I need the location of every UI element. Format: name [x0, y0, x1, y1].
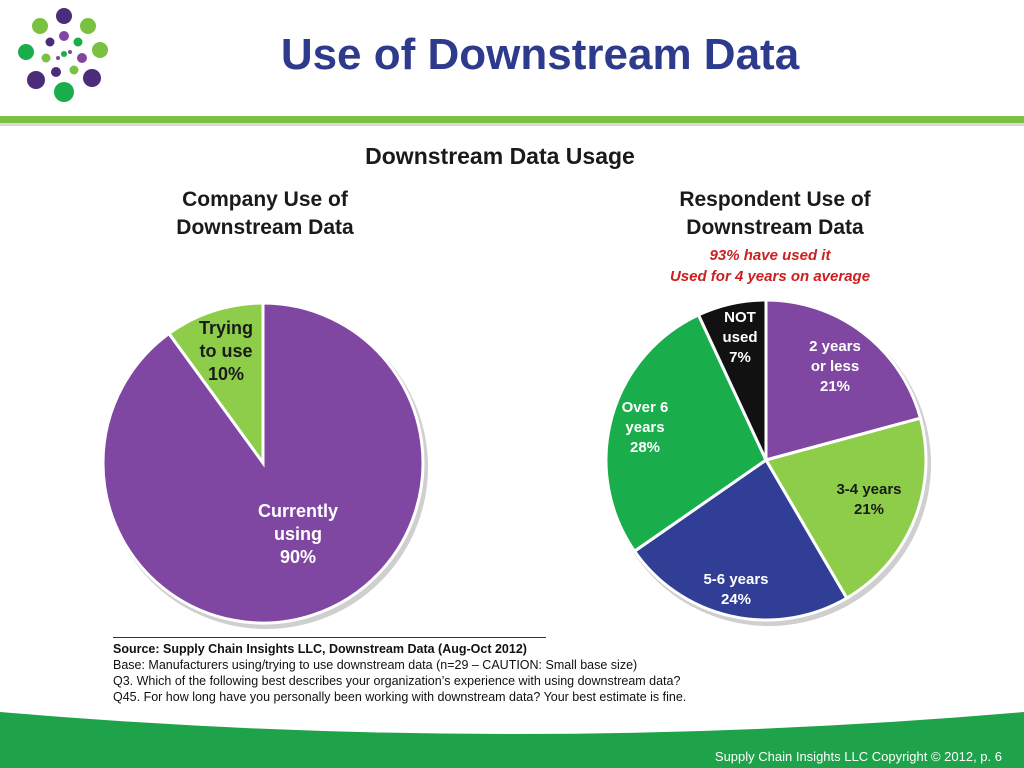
chart-title: Downstream Data Usage [365, 143, 635, 169]
right-chart-title: Respondent Use of Downstream Data [640, 186, 910, 242]
source-notes: Source: Supply Chain Insights LLC, Downs… [113, 641, 813, 705]
pie-slice [632, 457, 849, 622]
base-line: Base: Manufacturers using/trying to use … [113, 658, 638, 672]
pie-slice-label: using [274, 524, 322, 544]
pie-slice-value-label: 24% [721, 591, 751, 608]
pie-slice-label: used [722, 329, 757, 346]
pie-slice-label: Currently [258, 501, 338, 521]
pie-slice [604, 312, 768, 554]
source-divider [113, 637, 546, 638]
pie-slice-value-label: 10% [208, 364, 244, 384]
pie-slice-value-label: 7% [729, 349, 751, 366]
supply-chain-insights-logo [18, 8, 108, 102]
title-divider-grey [0, 123, 1024, 126]
pie-slice [696, 298, 768, 461]
right-chart-note-line1: 93% have used it [709, 247, 831, 264]
company-use-pie-chart: Trying to use 10% Currently using 90% [101, 301, 428, 629]
footer-copyright: Supply Chain Insights LLC Copyright © 20… [714, 749, 1002, 764]
pie-slice-label: Trying [199, 318, 253, 338]
right-chart-title-line2: Downstream Data [686, 216, 864, 239]
footer-band [0, 712, 1024, 768]
pie-slice-label: 3-4 years [836, 481, 901, 498]
pie-slice-value-label: 28% [630, 439, 660, 456]
left-chart-title-line2: Downstream Data [176, 216, 354, 239]
left-chart-title: Company Use of Downstream Data [140, 186, 390, 242]
source-line: Source: Supply Chain Insights LLC, Downs… [113, 642, 527, 656]
pie-slice-value-label: 21% [854, 501, 884, 518]
pie-slice [166, 301, 265, 468]
pie-slice [764, 298, 923, 462]
pie-slice-label: NOT [724, 309, 756, 326]
pie-slice-label: or less [811, 358, 859, 375]
page-title: Use of Downstream Data [280, 30, 800, 79]
pie-slice-value-label: 21% [820, 378, 850, 395]
question-q45: Q45. For how long have you personally be… [113, 690, 687, 704]
pie-slice-label: years [625, 419, 664, 436]
pie-slice-label: Over 6 [622, 399, 669, 416]
title-divider-green [0, 116, 1024, 123]
right-chart-note-line2: Used for 4 years on average [669, 268, 871, 285]
pie-slice-label: 2 years [809, 338, 861, 355]
respondent-use-pie-chart: 2 years or less 21% 3-4 years 21% 5-6 years 24… [604, 298, 931, 626]
pie-slice-label: 5-6 years [703, 571, 768, 588]
right-chart-note: 93% have used it Used for 4 years on ave… [620, 245, 920, 287]
right-chart-title-line1: Respondent Use of [679, 188, 871, 211]
left-chart-title-line1: Company Use of [182, 188, 348, 211]
pie-slice [101, 301, 425, 625]
pie-slice-value-label: 90% [280, 547, 316, 567]
question-q3: Q3. Which of the following best describe… [113, 674, 681, 688]
pie-slice-label: to use [199, 341, 252, 361]
pie-slice [763, 416, 928, 601]
